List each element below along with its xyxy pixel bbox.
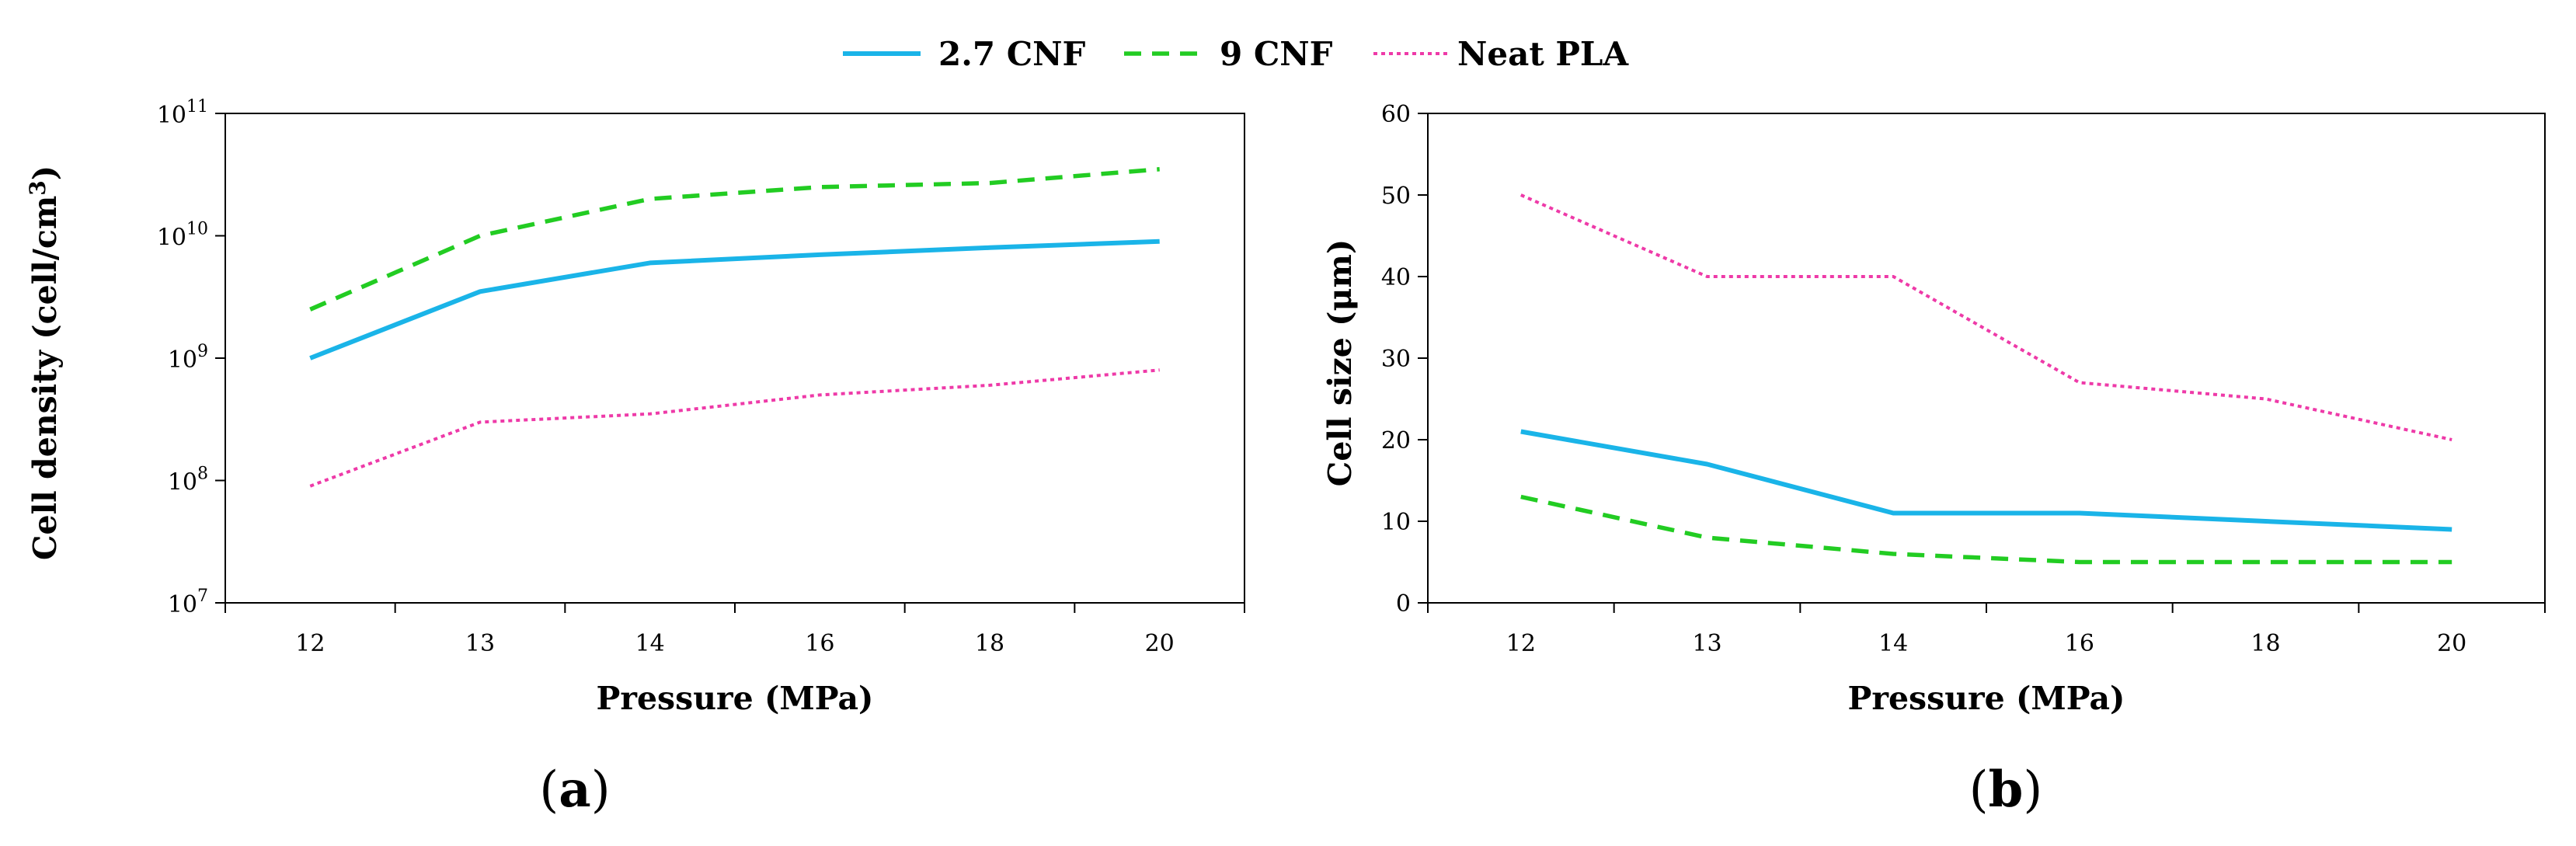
y-axis-title: Cell size (μm) <box>1321 239 1359 487</box>
x-tick-label: 18 <box>975 630 1004 657</box>
y-axis-title-main: Cell density (cell/cm <box>26 196 64 560</box>
x-tick-label: 20 <box>1145 630 1175 657</box>
y-tick-exponent: 10 <box>186 220 208 239</box>
x-tick-label: 20 <box>2437 630 2466 657</box>
y-tick-label: 30 <box>1381 346 1411 373</box>
y-tick-label: 1010 <box>157 220 208 252</box>
y-tick-label: 1011 <box>157 97 208 129</box>
x-tick-label: 13 <box>465 630 495 657</box>
y-tick-exponent: 8 <box>197 465 208 484</box>
y-tick-label: 60 <box>1381 101 1411 128</box>
y-axis-title-close: ) <box>26 165 64 180</box>
legend-label: 9 CNF <box>1220 35 1333 73</box>
x-tick-label: 18 <box>2251 630 2280 657</box>
y-tick-label: 50 <box>1381 183 1411 210</box>
legend-label: 2.7 CNF <box>938 35 1086 73</box>
y-tick-exponent: 9 <box>197 342 208 361</box>
panel-letter: (a) <box>539 761 610 819</box>
y-tick-exponent: 7 <box>197 587 208 606</box>
y-tick-label: 40 <box>1381 264 1411 291</box>
x-tick-label: 14 <box>635 630 665 657</box>
y-axis-title-superscript: 3 <box>25 180 50 195</box>
panel-letter-open: ( <box>1969 761 1989 819</box>
y-axis-title: Cell density (cell/cm3) <box>25 165 64 560</box>
y-tick-label: 109 <box>168 342 208 374</box>
x-tick-label: 13 <box>1692 630 1721 657</box>
x-tick-label: 12 <box>295 630 325 657</box>
panel-letter-text: b <box>1989 761 2024 819</box>
legend: 2.7 CNF 9 CNF Neat PLA <box>843 35 1629 73</box>
y-tick-base: 10 <box>168 346 197 374</box>
series-line-9-cnf <box>309 167 1160 312</box>
series-line-9-cnf <box>1520 494 2452 565</box>
y-tick-label: 0 <box>1396 590 1411 618</box>
series-line-neat-pla <box>309 368 1160 488</box>
series-line-2-7-cnf <box>309 238 1160 360</box>
y-tick-exponent: 11 <box>186 97 208 117</box>
legend-label: Neat PLA <box>1457 35 1629 73</box>
y-tick-label: 107 <box>168 587 208 618</box>
panel-letter-text: a <box>559 761 590 819</box>
series-line-2-7-cnf <box>1520 429 2452 532</box>
x-tick-label: 16 <box>805 630 834 657</box>
y-tick-base: 10 <box>168 469 197 496</box>
x-tick-label: 16 <box>2065 630 2094 657</box>
panel-letter: (b) <box>1969 761 2043 819</box>
x-tick-label: 14 <box>1878 630 1908 657</box>
plot-frame <box>1427 113 2546 604</box>
chart-panel-b: 12 13 14 16 18 20 0 10 20 30 40 50 60 Pressure (MPa) C… <box>1321 101 2546 819</box>
x-axis-title: Pressure (MPa) <box>597 680 874 717</box>
plot-frame <box>225 113 1245 604</box>
x-axis-title: Pressure (MPa) <box>1848 680 2125 717</box>
x-tick-label: 12 <box>1506 630 1536 657</box>
y-axis-title-main: Cell size (μm) <box>1321 239 1359 487</box>
y-tick-base: 10 <box>168 591 197 618</box>
y-tick-label: 108 <box>168 465 208 496</box>
panel-letter-open: ( <box>539 761 559 819</box>
panel-letter-close: ) <box>2023 761 2042 819</box>
y-tick-base: 10 <box>157 225 186 252</box>
series-line-neat-pla <box>1519 193 2452 441</box>
y-tick-label: 20 <box>1381 427 1411 454</box>
y-tick-label: 10 <box>1381 509 1411 536</box>
panel-letter-close: ) <box>591 761 611 819</box>
y-tick-base: 10 <box>157 102 186 129</box>
